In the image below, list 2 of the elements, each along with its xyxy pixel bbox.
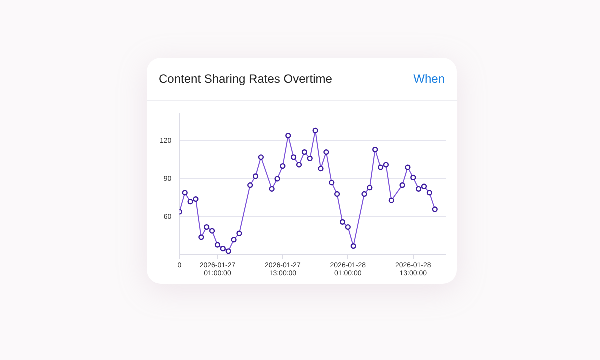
chart-title: Content Sharing Rates Overtime [159,72,332,86]
text: When [414,72,445,86]
